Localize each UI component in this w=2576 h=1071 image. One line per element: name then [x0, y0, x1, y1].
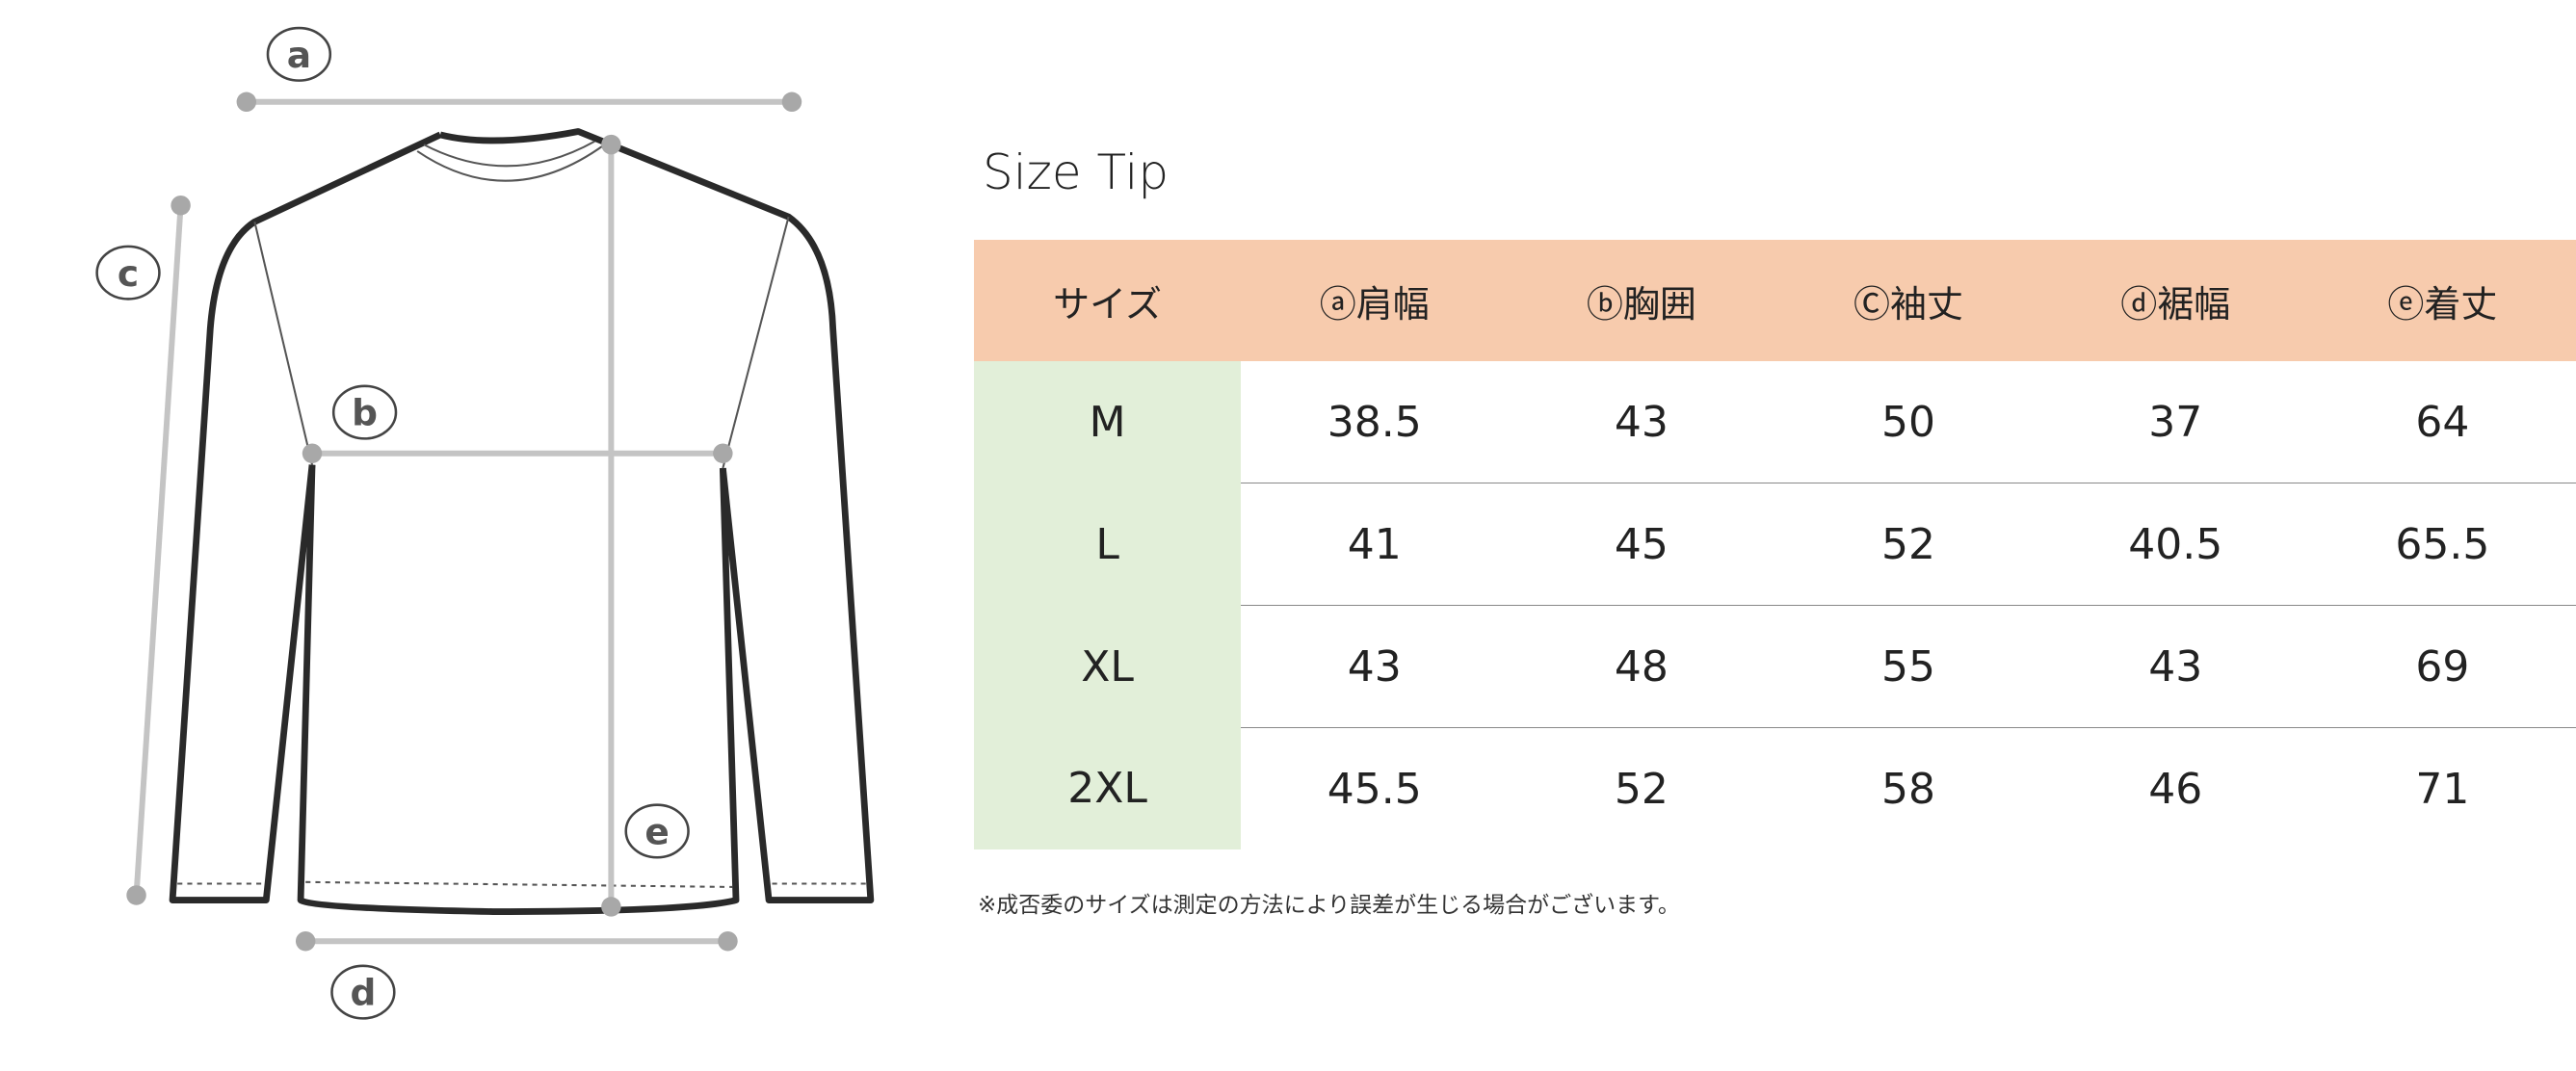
svg-text:d: d: [350, 972, 376, 1014]
cell: 41: [1241, 483, 1509, 606]
cell: 55: [1774, 605, 2042, 728]
header-sleeve: Ⓒ袖丈: [1774, 240, 2042, 361]
table-row: M 38.5 43 50 37 64: [974, 361, 2576, 483]
size-cell: L: [974, 483, 1242, 606]
cell: 65.5: [2308, 483, 2576, 606]
cell: 37: [2041, 361, 2309, 483]
cell: 50: [1774, 361, 2042, 483]
table-row: L 41 45 52 40.5 65.5: [974, 483, 2576, 606]
size-cell: 2XL: [974, 727, 1242, 849]
measurement-note: ※成否委のサイズは測定の方法により誤差が生じる場合がございます。: [978, 893, 1680, 918]
size-cell: XL: [974, 605, 1242, 728]
shirt-outline: [169, 128, 875, 915]
label-a: a: [266, 26, 332, 82]
cell: 43: [2041, 605, 2309, 728]
cell: 52: [1614, 764, 1669, 814]
label-b: b: [331, 384, 398, 440]
cell: 69: [2308, 605, 2576, 728]
table-row: 2XL 45.5 52 58 46 71: [974, 727, 2576, 849]
cell: 45: [1508, 483, 1775, 606]
header-hem: ⓓ裾幅: [2041, 240, 2309, 361]
header-shoulder: ⓐ肩幅: [1241, 240, 1509, 361]
svg-text:b: b: [352, 392, 378, 434]
cell: 46: [2148, 764, 2203, 814]
cell: 52: [1774, 483, 2042, 606]
measure-lines: [126, 91, 802, 952]
svg-text:a: a: [287, 34, 311, 76]
svg-text:e: e: [644, 811, 669, 853]
cell: 71: [2415, 764, 2470, 814]
cell: 58: [1881, 764, 1936, 814]
label-e: e: [624, 803, 690, 859]
cell: 43: [1508, 361, 1775, 483]
shirt-measurement-diagram: a b c d e: [95, 26, 875, 1020]
header-chest: ⓑ胸囲: [1508, 240, 1775, 361]
table-header-row: サイズ ⓐ肩幅 ⓑ胸囲 Ⓒ袖丈 ⓓ裾幅 ⓔ着丈: [974, 240, 2576, 361]
cell: 40.5: [2041, 483, 2309, 606]
header-length: ⓔ着丈: [2308, 240, 2576, 361]
cell: 64: [2308, 361, 2576, 483]
size-tip-title: Size Tip: [983, 144, 1170, 200]
shirt-details: [177, 140, 868, 888]
header-size: サイズ: [974, 240, 1242, 361]
cell: 45.5: [1327, 764, 1422, 814]
label-c: c: [95, 245, 161, 300]
svg-text:c: c: [118, 252, 139, 295]
size-cell: M: [974, 361, 1242, 483]
cell: 48: [1508, 605, 1775, 728]
table-row: XL 43 48 55 43 69: [974, 605, 2576, 728]
size-table: サイズ ⓐ肩幅 ⓑ胸囲 Ⓒ袖丈 ⓓ裾幅 ⓔ着丈 M 38.5 43 50 37 …: [974, 240, 2576, 849]
cell: 38.5: [1241, 361, 1509, 483]
cell: 43: [1241, 605, 1509, 728]
label-d: d: [330, 964, 396, 1020]
